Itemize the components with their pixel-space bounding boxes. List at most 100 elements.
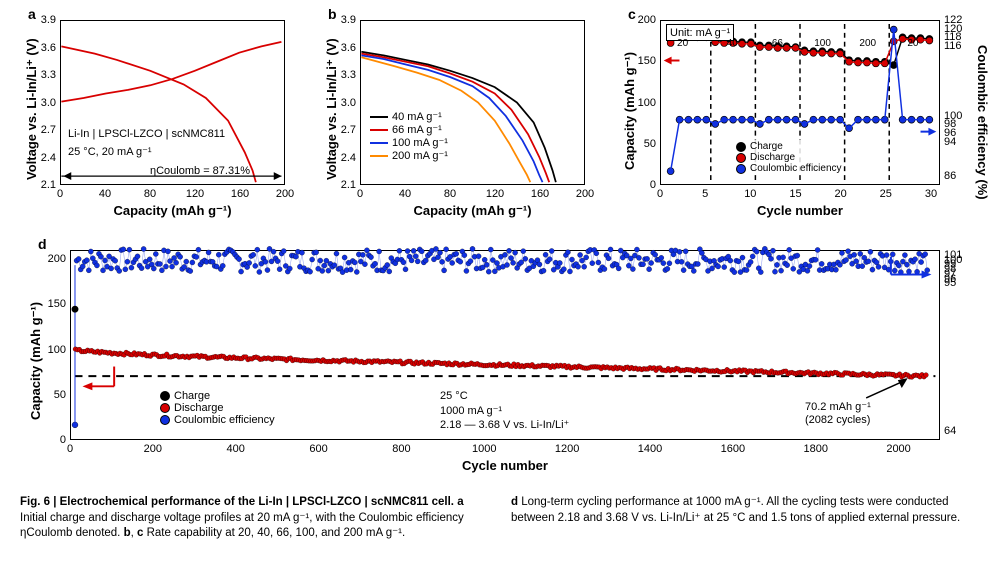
tick-x: 400 (227, 443, 245, 455)
ylabel-right: Coulombic efficiency (%) (975, 0, 990, 15)
rate-label: 66 (772, 38, 783, 49)
tick-y-r: 100 (944, 110, 962, 122)
legend-swatch (370, 129, 388, 131)
tick-x: 5 (702, 188, 708, 200)
tick-y: 0 (38, 434, 66, 446)
legend-item: 100 mA g⁻¹ (370, 136, 448, 149)
tick-x: 600 (309, 443, 327, 455)
legend-swatch (160, 415, 170, 425)
legend-item: 66 mA g⁻¹ (370, 123, 448, 136)
legend-d: ChargeDischargeCoulombic efficiency (160, 390, 275, 426)
tick-x: 200 (576, 188, 594, 200)
legend-item: Coulombic efficiency (160, 414, 275, 426)
tick-y-r: 101 (944, 249, 962, 261)
legend-swatch (736, 164, 746, 174)
legend-item: 40 mA g⁻¹ (370, 110, 448, 123)
annot-cap: 70.2 mAh g⁻¹ (805, 400, 871, 413)
legend-swatch (370, 116, 388, 118)
plot-a (61, 21, 284, 184)
tick-y: 0 (630, 179, 656, 191)
legend-item: Discharge (160, 402, 275, 414)
caption-col-1: Fig. 6 | Electrochemical performance of … (20, 495, 489, 542)
tick-x: 30 (925, 188, 937, 200)
tick-x: 2000 (886, 443, 910, 455)
legend-item: Charge (160, 390, 275, 402)
legend-label: Coulombic efficiency (750, 163, 842, 174)
tick-x: 0 (67, 443, 73, 455)
legend-label: 66 mA g⁻¹ (392, 123, 442, 136)
xlabel: Cycle number (660, 203, 940, 218)
tick-x: 40 (399, 188, 411, 200)
tick-x: 40 (99, 188, 111, 200)
tick-y: 200 (38, 253, 66, 265)
rate-label: 100 (814, 38, 831, 49)
tick-x: 80 (144, 188, 156, 200)
annot-temp: 25 °C (440, 390, 468, 402)
xlabel: Capacity (mAh g⁻¹) (360, 203, 585, 219)
legend-label: 100 mA g⁻¹ (392, 136, 448, 149)
legend-swatch (160, 403, 170, 413)
tick-x: 0 (657, 188, 663, 200)
tick-y: 2.1 (332, 179, 356, 191)
panel-a (60, 20, 285, 185)
legend-b: 40 mA g⁻¹66 mA g⁻¹100 mA g⁻¹200 mA g⁻¹ (370, 110, 448, 162)
rate-label: 20 (907, 38, 918, 49)
xlabel: Capacity (mAh g⁻¹) (60, 203, 285, 219)
tick-y: 2.1 (32, 179, 56, 191)
tick-x: 25 (880, 188, 892, 200)
legend-swatch (736, 142, 746, 152)
legend-c: ChargeDischargeCoulombic efficiency (735, 140, 843, 175)
tick-x: 200 (144, 443, 162, 455)
panel-a-text2: 25 °C, 20 mA g⁻¹ (68, 145, 152, 158)
tick-x: 0 (357, 188, 363, 200)
tick-y-r: 86 (944, 170, 956, 182)
annot-window: 2.18 — 3.68 V vs. Li-In/Li⁺ (440, 418, 569, 431)
legend-item: Coulombic efficiency (736, 163, 842, 174)
tick-x: 160 (231, 188, 249, 200)
panel-a-text1: Li-In | LPSCl-LZCO | scNMC811 (68, 128, 225, 140)
tick-x: 0 (57, 188, 63, 200)
tick-y: 200 (630, 14, 656, 26)
legend-swatch (370, 142, 388, 144)
legend-swatch (160, 391, 170, 401)
tick-y: 3.9 (32, 14, 56, 26)
ylabel-left: Capacity (mAh g⁻¹) (622, 52, 638, 170)
legend-label: 40 mA g⁻¹ (392, 110, 442, 123)
annot-rate: 1000 mA g⁻¹ (440, 404, 502, 417)
tick-x: 160 (531, 188, 549, 200)
tick-y: 3.9 (332, 14, 356, 26)
legend-label: Coulombic efficiency (174, 414, 275, 426)
ylabel: Voltage vs. Li-In/Li⁺ (V) (324, 38, 340, 180)
rate-label: 20 (677, 38, 688, 49)
tick-y-r: 64 (944, 425, 956, 437)
ylabel: Voltage vs. Li-In/Li⁺ (V) (24, 38, 40, 180)
legend-label: 200 mA g⁻¹ (392, 149, 448, 162)
rate-label: 40 (727, 38, 738, 49)
tick-x: 80 (444, 188, 456, 200)
tick-x: 200 (276, 188, 294, 200)
figure: a040801201602002.12.42.73.03.33.63.9Capa… (0, 0, 1000, 567)
legend-label: Charge (750, 141, 783, 152)
tick-x: 20 (835, 188, 847, 200)
tick-x: 120 (486, 188, 504, 200)
tick-x: 1600 (721, 443, 745, 455)
tick-x: 800 (392, 443, 410, 455)
rate-label: 200 (859, 38, 876, 49)
tick-x: 1400 (638, 443, 662, 455)
legend-item: Charge (736, 141, 842, 152)
xlabel: Cycle number (70, 458, 940, 473)
annot-cycles: (2082 cycles) (805, 414, 870, 426)
legend-swatch (370, 155, 388, 157)
legend-label: Discharge (750, 152, 795, 163)
tick-x: 1000 (472, 443, 496, 455)
tick-x: 10 (744, 188, 756, 200)
legend-label: Discharge (174, 402, 224, 414)
caption-col-2: d Long-term cycling performance at 1000 … (511, 495, 980, 542)
caption: Fig. 6 | Electrochemical performance of … (20, 495, 980, 542)
tick-y-r: 122 (944, 14, 962, 26)
tick-x: 1200 (555, 443, 579, 455)
tick-x: 1800 (803, 443, 827, 455)
legend-swatch (736, 153, 746, 163)
legend-item: 200 mA g⁻¹ (370, 149, 448, 162)
tick-x: 15 (789, 188, 801, 200)
